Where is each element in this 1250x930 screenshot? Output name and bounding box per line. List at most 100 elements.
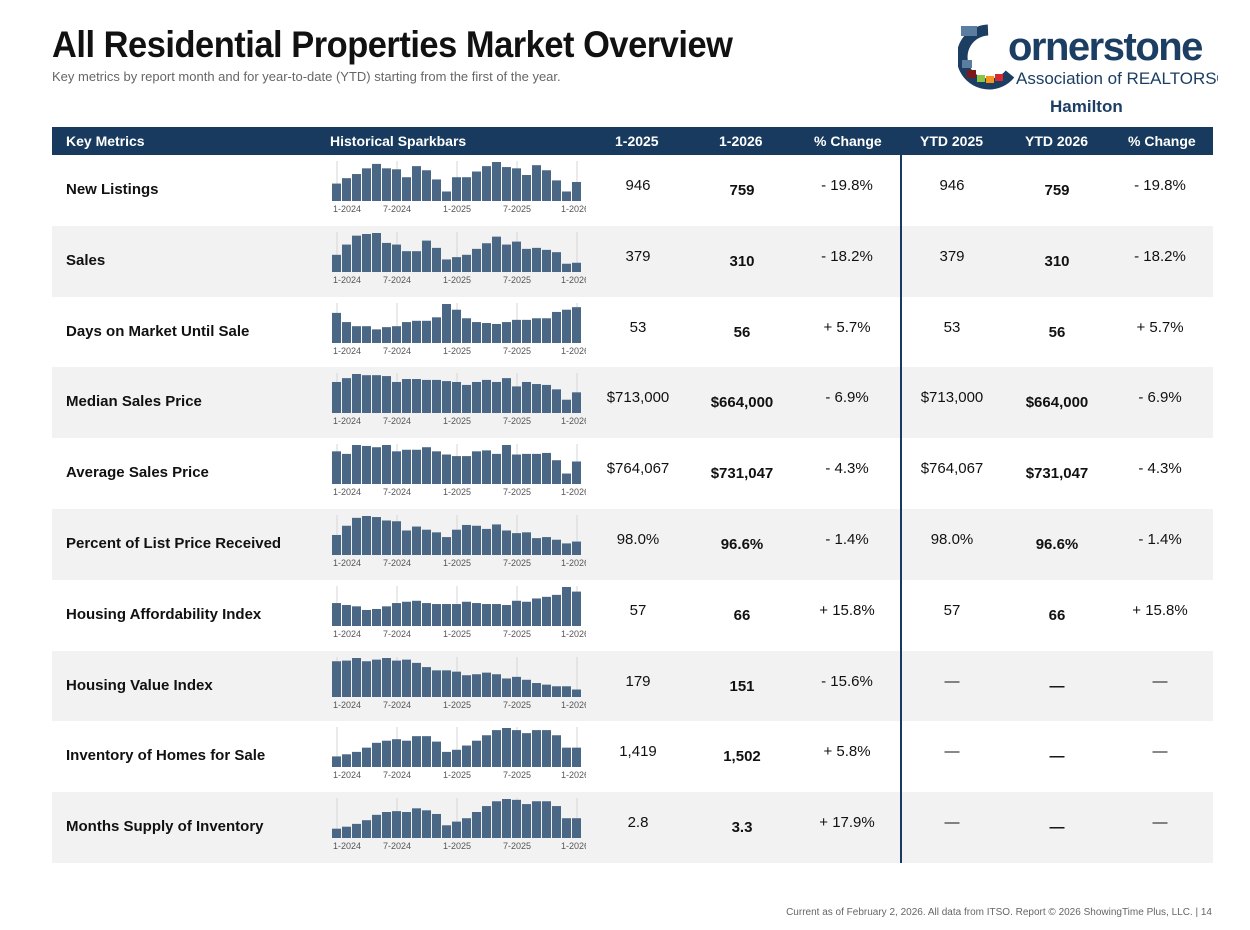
sparkbar [332, 534, 341, 555]
sparkbar [402, 250, 411, 272]
sparkbar [502, 445, 511, 485]
sparkbar-tick-label: 1-2025 [443, 841, 471, 851]
sparkbar [432, 814, 441, 839]
value-ytd-change: - 18.2% [1134, 247, 1186, 265]
sparkbar [392, 521, 401, 555]
sparkbar [332, 451, 341, 485]
value-1-2025: 379 [625, 247, 651, 265]
sparkbar [482, 672, 491, 697]
sparkbar-tick-label: 1-2024 [333, 487, 361, 497]
sparkbar [392, 325, 401, 343]
sparkbar [372, 375, 381, 414]
sparkbar [532, 730, 541, 768]
sparkbar-tick-label: 1-2025 [443, 487, 471, 497]
value-1-2026: 66 [733, 606, 751, 624]
sparkbar [382, 242, 391, 272]
value-1-2025: 946 [625, 177, 651, 194]
sparkbar [562, 191, 571, 201]
sparkbar-tick-label: 7-2025 [503, 346, 531, 356]
metric-name: Median Sales Price [66, 393, 202, 411]
sparkbar [532, 247, 541, 272]
sparkbar [352, 606, 361, 626]
sparkbar [492, 323, 501, 343]
sparkbar-tick-label: 1-2026 [561, 558, 586, 568]
sparkbar [372, 743, 381, 768]
sparkbar [422, 447, 431, 485]
cornerstone-logo: ornerstone Association of REALTORS® [958, 24, 1218, 90]
sparkbar [442, 381, 451, 414]
value-1-2025: 1,419 [619, 743, 657, 761]
sparkbar [392, 169, 401, 201]
metric-name: Percent of List Price Received [66, 534, 282, 552]
sparkbar [362, 375, 371, 414]
sparkbar-tick-label: 1-2026 [561, 841, 586, 851]
sparkbar [572, 392, 581, 414]
col-1-2025: 1-2025 [615, 133, 659, 149]
sparkbar [432, 316, 441, 343]
sparkbar [472, 382, 481, 414]
sparkbar [362, 748, 371, 768]
sparkbar [552, 460, 561, 485]
sparkbar [412, 449, 421, 485]
sparkbar [352, 752, 361, 768]
sparkbar [552, 311, 561, 343]
table-row: Months Supply of Inventory 2.8 3.3 + 17.9% —… [52, 792, 1213, 863]
sparkbar-tick-label: 1-2024 [333, 629, 361, 639]
sparkbar-tick-label: 1-2026 [561, 346, 586, 356]
value-ytd-2026: $731,047 [1025, 465, 1089, 483]
sparkbar [342, 660, 351, 697]
sparkbar [562, 543, 571, 555]
sparkbar [492, 730, 501, 768]
sparkbar [442, 603, 451, 626]
sparkbar [572, 541, 581, 555]
sparkbar [542, 730, 551, 768]
sparkbar [562, 685, 571, 697]
sparkbar [522, 175, 531, 201]
sparkbar-chart: 1-2024 7-2024 1-2025 7-2025 1-2026 [332, 514, 586, 568]
sparkbar [462, 456, 471, 485]
svg-text:Association of REALTORS®: Association of REALTORS® [1016, 69, 1218, 88]
sparkbar [462, 254, 471, 272]
sparkbar [372, 447, 381, 485]
value-ytd-2025: 379 [939, 247, 965, 265]
sparkbar-tick-label: 7-2025 [503, 700, 531, 710]
sparkbar-tick-label: 1-2025 [443, 346, 471, 356]
sparkbar-tick-label: 7-2025 [503, 558, 531, 568]
sparkbar [352, 374, 361, 414]
sparkbar [562, 263, 571, 272]
sparkbar [372, 608, 381, 626]
sparkbar [432, 532, 441, 555]
sparkbar-tick-label: 1-2025 [443, 629, 471, 639]
sparkbar [482, 166, 491, 201]
sparkbar [452, 456, 461, 485]
sparkbar [422, 602, 431, 626]
value-ytd-2025: 53 [943, 318, 961, 336]
sparkbar [352, 824, 361, 839]
sparkbar-tick-label: 1-2024 [333, 770, 361, 780]
sparkbar [542, 385, 551, 414]
page-subtitle: Key metrics by report month and for year… [52, 69, 561, 84]
sparkbar [562, 818, 571, 839]
sparkbar [442, 454, 451, 485]
sparkbar [522, 601, 531, 626]
table-row: Median Sales Price $713,000 $664,000 - 6.9%… [52, 367, 1213, 439]
sparkbar [502, 378, 511, 414]
sparkbar [572, 818, 581, 839]
sparkbar [412, 736, 421, 768]
sparkbar [562, 400, 571, 414]
sparkbar [402, 659, 411, 697]
sparkbar [402, 379, 411, 414]
sparkbar [402, 177, 411, 201]
sparkbar [442, 825, 451, 839]
sparkbar [502, 604, 511, 626]
sparkbar [362, 820, 371, 839]
sparkbar [362, 446, 371, 485]
value-1-2026: 759 [729, 182, 755, 199]
sparkbar [402, 741, 411, 768]
sparkbar-chart: 1-2024 7-2024 1-2025 7-2025 1-2026 [332, 373, 586, 426]
sparkbar [432, 603, 441, 626]
sparkbar-tick-label: 7-2024 [383, 700, 411, 710]
sparkbar-tick-label: 1-2026 [561, 275, 586, 285]
sparkbar [422, 320, 431, 343]
sparkbar [342, 178, 351, 201]
